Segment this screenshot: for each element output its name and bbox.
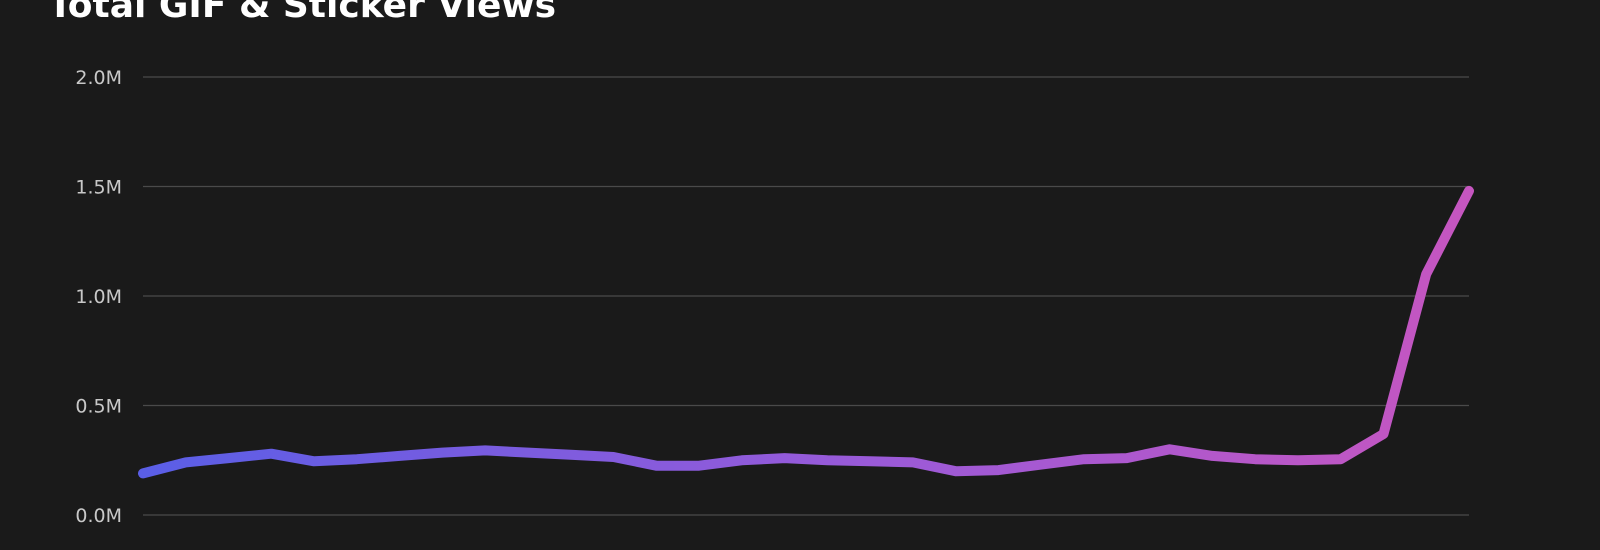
y-tick-label-0: 0.0M xyxy=(75,505,122,527)
y-tick-label-2: 1.0M xyxy=(75,286,122,308)
y-tick-label-4: 2.0M xyxy=(75,67,122,89)
chart-title: Total GIF & Sticker Views xyxy=(48,0,557,26)
y-tick-label-1: 0.5M xyxy=(75,396,122,418)
series-line-0 xyxy=(138,185,1474,479)
y-tick-label-3: 1.5M xyxy=(75,177,122,199)
